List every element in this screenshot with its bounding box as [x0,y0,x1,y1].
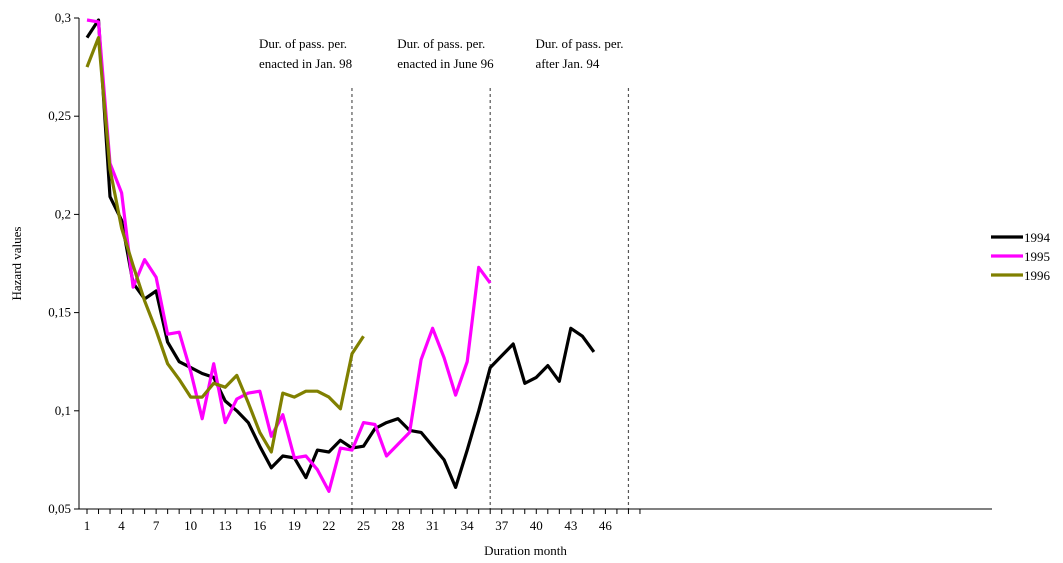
reference-line-label: Dur. of pass. per. [259,36,347,51]
x-tick-label: 25 [357,518,370,533]
axes [78,18,992,510]
reference-line-label: enacted in Jan. 98 [259,56,352,71]
x-tick-label: 4 [118,518,125,533]
series-line-1995 [86,18,492,493]
y-ticks: 0,05 0,1 0,15 0,2 0,25 0,3 [48,10,79,516]
legend-label-1994: 1994 [1024,230,1051,245]
x-tick-label: 37 [495,518,509,533]
series-layer [85,18,596,493]
x-tick-label: 16 [253,518,267,533]
y-axis-title: Hazard values [9,227,24,301]
x-tick-label: 7 [153,518,160,533]
y-tick-label: 0,3 [55,10,71,25]
x-tick-label: 28 [392,518,405,533]
x-tick-label: 13 [219,518,232,533]
series-line-1996 [85,35,365,454]
y-tick-label: 0,05 [48,501,71,516]
y-tick-label: 0,2 [55,206,71,221]
x-tick-label: 40 [530,518,543,533]
reference-line-label: Dur. of pass. per. [397,36,485,51]
y-tick-label: 0,25 [48,108,71,123]
legend: 1994 1995 1996 [991,230,1051,283]
reference-line-label: Dur. of pass. per. [535,36,623,51]
x-axis-title: Duration month [484,543,567,558]
x-ticks: 1 4 7 10 13 16 19 22 25 28 31 34 37 40 43 46 [84,509,641,533]
y-tick-label: 0,1 [55,403,71,418]
x-tick-label: 19 [288,518,301,533]
reference-line-label: after Jan. 94 [535,56,599,71]
x-tick-label: 10 [184,518,197,533]
x-tick-label: 43 [564,518,577,533]
x-tick-label: 34 [461,518,475,533]
x-tick-label: 46 [599,518,613,533]
series-line-1994 [85,18,596,489]
x-tick-label: 1 [84,518,91,533]
reference-lines: Dur. of pass. per. enacted in Jan. 98 Dur.… [259,36,630,509]
legend-label-1995: 1995 [1024,249,1050,264]
y-tick-label: 0,15 [48,305,71,320]
x-tick-label: 22 [322,518,335,533]
legend-label-1996: 1996 [1024,268,1051,283]
reference-line-label: enacted in June 96 [397,56,494,71]
x-tick-label: 31 [426,518,439,533]
